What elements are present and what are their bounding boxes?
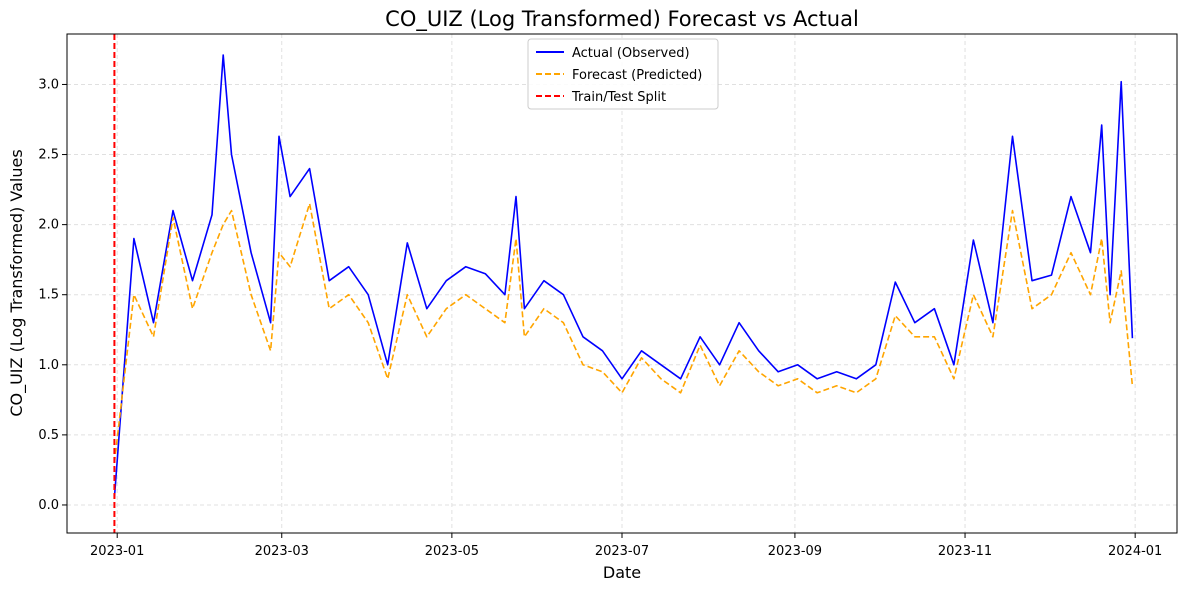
forecast-series — [113, 202, 1134, 463]
legend-forecast-label: Forecast (Predicted) — [572, 68, 702, 83]
x-tick-label: 2023-09 — [768, 544, 822, 559]
y-tick-label: 0.5 — [38, 428, 59, 443]
x-tick-label: 2023-03 — [255, 544, 309, 559]
y-tick-label: 1.5 — [38, 288, 59, 303]
x-tick-label: 2024-01 — [1108, 544, 1162, 559]
y-tick-label: 1.0 — [38, 358, 59, 373]
forecast-line — [113, 202, 1134, 463]
actual-line — [113, 54, 1134, 499]
y-tick-label: 2.5 — [38, 148, 59, 163]
x-tick-label: 2023-01 — [90, 544, 144, 559]
legend-box — [527, 38, 719, 110]
x-tick-label: 2023-05 — [425, 544, 479, 559]
legend-actual-label: Actual (Observed) — [572, 46, 690, 61]
legend-split-label: Train/Test Split — [571, 90, 666, 105]
y-axis-label: CO_UIZ (Log Transformed) Values — [7, 149, 27, 416]
chart-title: CO_UIZ (Log Transformed) Forecast vs Act… — [385, 7, 859, 32]
x-tick-label: 2023-07 — [595, 544, 649, 559]
legend: Actual (Observed) Forecast (Predicted) T… — [527, 38, 719, 110]
actual-series — [113, 54, 1134, 499]
x-tick-label: 2023-11 — [938, 544, 992, 559]
x-axis-ticks: 2023-01 2023-03 2023-05 2023-07 2023-09 2023-… — [90, 533, 1162, 559]
y-tick-label: 2.0 — [38, 218, 59, 233]
y-tick-label: 0.0 — [38, 498, 59, 513]
x-axis-label: Date — [603, 563, 641, 582]
y-tick-label: 3.0 — [38, 77, 59, 92]
grid-lines — [67, 34, 1177, 533]
y-axis-ticks: 0.0 0.5 1.0 1.5 2.0 2.5 3.0 — [38, 77, 67, 513]
